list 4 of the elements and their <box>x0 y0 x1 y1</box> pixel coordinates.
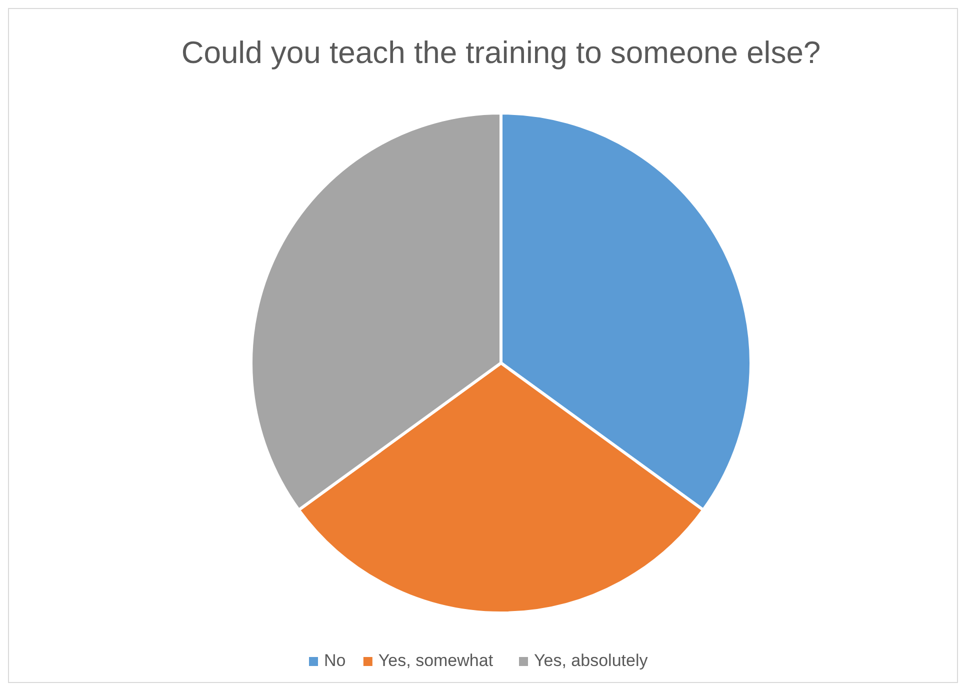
chart-title: Could you teach the training to someone else? <box>181 35 821 70</box>
legend-label: Yes, somewhat <box>378 651 494 670</box>
legend-label: No <box>324 651 346 670</box>
legend-label: Yes, absolutely <box>534 651 648 670</box>
